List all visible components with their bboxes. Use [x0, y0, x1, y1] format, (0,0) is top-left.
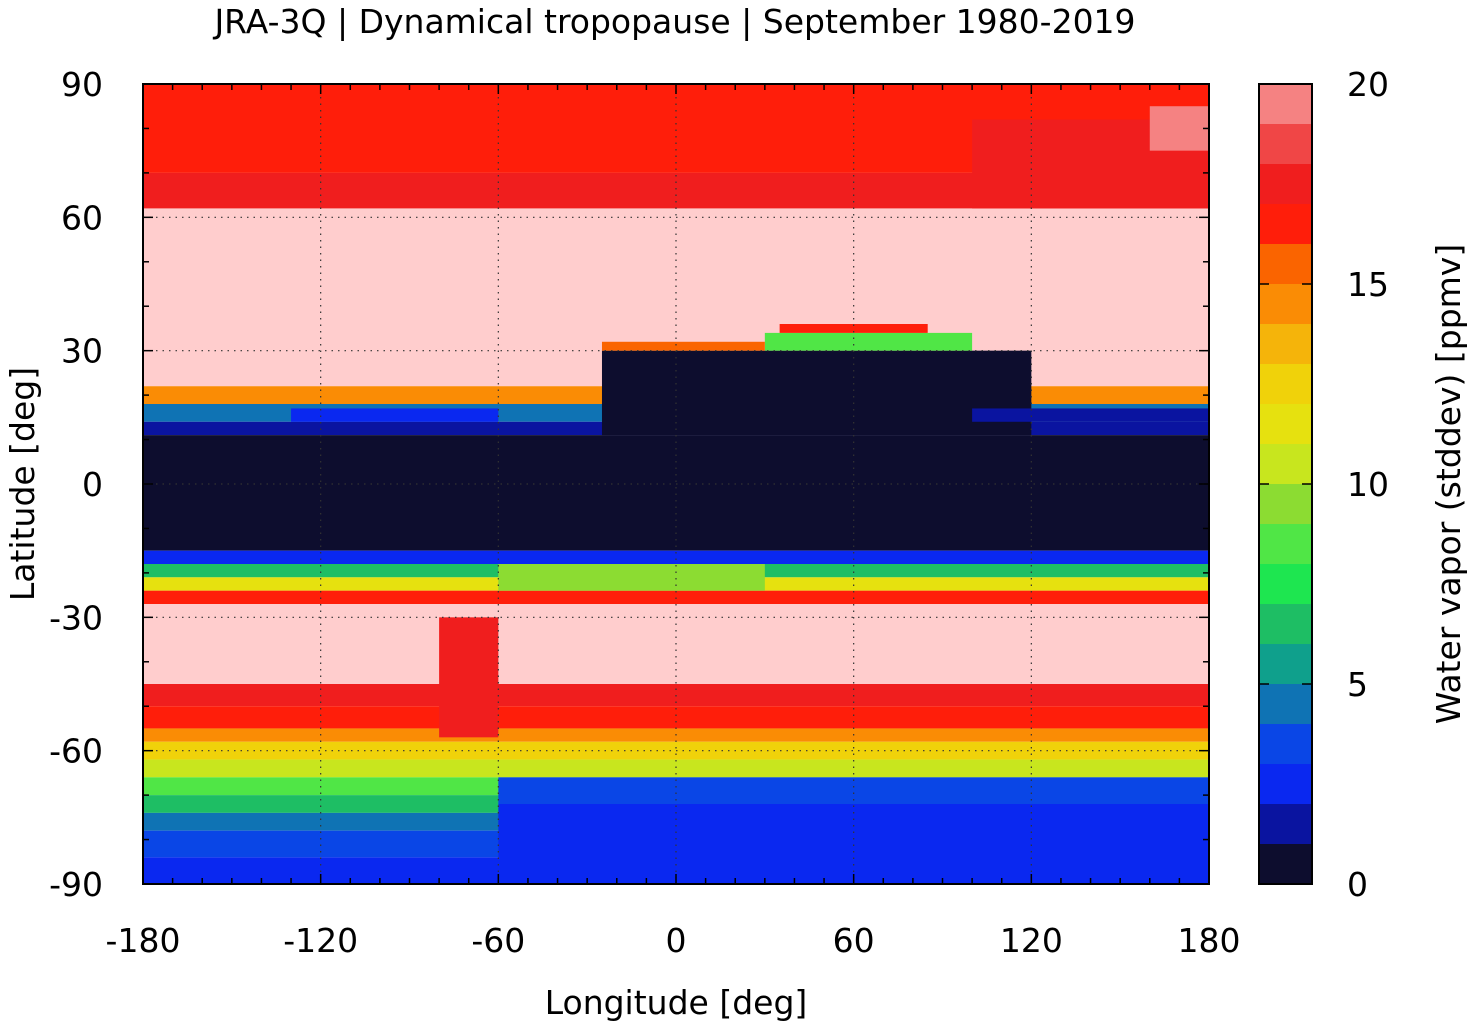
x-tick-label: -120 — [283, 921, 358, 960]
colorbar-tick-label: 5 — [1347, 665, 1368, 704]
grid-lines — [143, 84, 1209, 884]
heatmap-band-10 — [143, 590, 1209, 604]
heatmap-band-6 — [143, 435, 1209, 551]
heatmap-band-7 — [143, 550, 1209, 564]
y-tick-label: 60 — [61, 198, 103, 237]
x-tick-label: 0 — [666, 921, 687, 960]
heatmap-region-7 — [1149, 106, 1209, 151]
x-axis-label: Longitude [deg] — [545, 983, 808, 1022]
heatmap-band-13 — [143, 706, 1209, 729]
y-tick-label: 30 — [61, 332, 103, 371]
heatmap-region-5 — [291, 408, 499, 422]
x-tick-label: 120 — [1000, 921, 1063, 960]
y-tick-label: -30 — [49, 598, 103, 637]
colorbar-label: Water vapor (stddev) [ppmv] — [1429, 244, 1468, 724]
colorbar-swatch-15 — [1259, 244, 1312, 284]
colorbar-tick-label: 15 — [1347, 265, 1389, 304]
colorbar-swatch-19 — [1259, 84, 1312, 124]
heatmap-band-16 — [143, 759, 1209, 778]
colorbar-swatch-16 — [1259, 204, 1312, 244]
colorbar-swatch-5 — [1259, 644, 1312, 684]
heatmap-region-3 — [601, 341, 765, 351]
heatmap-region-8 — [498, 564, 765, 591]
colorbar-swatch-13 — [1259, 324, 1312, 364]
chart-title: JRA-3Q | Dynamical tropopause | Septembe… — [214, 2, 1136, 41]
colorbar-swatch-10 — [1259, 444, 1312, 484]
colorbar-swatch-1 — [1259, 804, 1312, 844]
heatmap-region-0 — [601, 350, 1032, 436]
colorbar-swatch-7 — [1259, 564, 1312, 604]
heatmap-region-9 — [439, 617, 499, 738]
colorbar-swatch-14 — [1259, 284, 1312, 324]
x-tick-label: 60 — [833, 921, 875, 960]
y-tick-label: -60 — [49, 732, 103, 771]
x-axis-ticks: -180 -120 -60 0 60 120 180 — [106, 84, 1241, 960]
colorbar-swatch-2 — [1259, 764, 1312, 804]
colorbar-swatch-6 — [1259, 604, 1312, 644]
colorbar-swatch-8 — [1259, 524, 1312, 564]
colorbar-ticks: 0 5 10 15 20 — [1259, 65, 1389, 904]
y-tick-label: -90 — [49, 865, 103, 904]
colorbar-swatch-3 — [1259, 724, 1312, 764]
y-axis-label: Latitude [deg] — [3, 367, 42, 601]
x-tick-label: -180 — [106, 921, 181, 960]
y-tick-label: 0 — [82, 465, 103, 504]
colorbar-tick-label: 20 — [1347, 65, 1389, 104]
heatmap-region-2 — [779, 324, 928, 333]
colorbar-swatch-11 — [1259, 404, 1312, 444]
heatmap-region-4 — [972, 408, 1209, 422]
x-tick-label: -60 — [471, 921, 525, 960]
colorbar-swatch-9 — [1259, 484, 1312, 524]
colorbar-tick-label: 0 — [1347, 865, 1368, 904]
colorbar-swatch-4 — [1259, 684, 1312, 724]
x-tick-label: 180 — [1178, 921, 1241, 960]
colorbar-swatch-18 — [1259, 124, 1312, 164]
y-axis-ticks: 90 60 30 0 -30 -60 -90 — [49, 65, 1209, 904]
y-tick-label: 90 — [61, 65, 103, 104]
plot-area — [143, 84, 1209, 884]
heatmap-region-1 — [764, 332, 973, 351]
colorbar-swatch-12 — [1259, 364, 1312, 404]
colorbar-swatch-0 — [1259, 844, 1312, 884]
colorbar-swatch-17 — [1259, 164, 1312, 204]
colorbar-tick-label: 10 — [1347, 465, 1389, 504]
